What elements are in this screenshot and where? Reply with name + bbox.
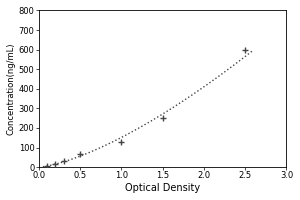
Y-axis label: Concentration(ng/mL): Concentration(ng/mL) xyxy=(7,43,16,135)
X-axis label: Optical Density: Optical Density xyxy=(125,183,200,193)
